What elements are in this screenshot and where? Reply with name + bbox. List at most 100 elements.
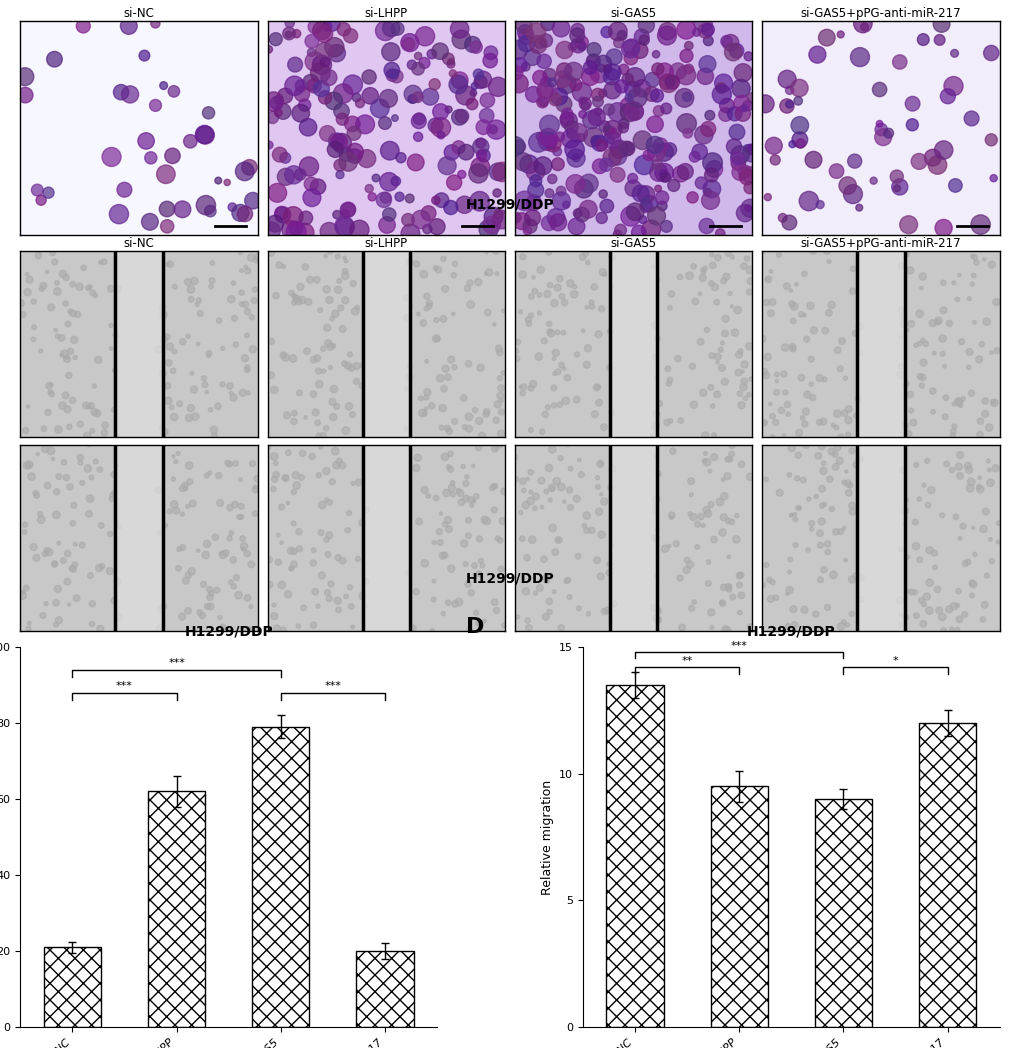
Point <box>506 210 523 226</box>
Point <box>412 390 428 407</box>
Point <box>310 597 326 614</box>
Point <box>29 549 45 566</box>
Title: si-LHPP: si-LHPP <box>365 237 408 249</box>
Point <box>594 264 610 281</box>
Point <box>742 371 758 388</box>
Point <box>276 470 292 486</box>
Point <box>93 254 109 270</box>
Point <box>827 162 844 179</box>
Point <box>810 414 826 431</box>
Point <box>440 422 457 439</box>
Text: ***: *** <box>730 641 747 651</box>
Point <box>946 418 962 435</box>
Point <box>603 460 620 477</box>
Point <box>483 480 499 497</box>
Point <box>568 77 584 93</box>
Point <box>661 300 678 316</box>
Point <box>198 547 214 564</box>
Point <box>963 587 979 604</box>
Point <box>660 538 677 554</box>
Point <box>814 462 830 479</box>
Point <box>519 222 535 239</box>
Point <box>201 347 217 364</box>
Point <box>552 20 569 37</box>
Point <box>94 558 110 574</box>
Point <box>67 536 84 552</box>
Point <box>179 274 196 290</box>
Point <box>780 406 796 422</box>
Point <box>535 52 551 69</box>
Point <box>78 428 95 444</box>
Point <box>384 67 400 84</box>
Point <box>97 417 113 434</box>
Point <box>397 289 414 306</box>
Point <box>210 467 226 484</box>
Point <box>647 406 663 422</box>
Point <box>51 468 67 485</box>
Point <box>96 254 112 270</box>
Point <box>574 106 590 123</box>
Bar <box>609 444 656 631</box>
Point <box>934 220 951 237</box>
Point <box>182 133 199 150</box>
Point <box>898 322 914 339</box>
Point <box>344 275 361 291</box>
Point <box>273 499 289 516</box>
Point <box>594 185 610 202</box>
Point <box>578 356 594 373</box>
Point <box>723 298 740 314</box>
Point <box>322 243 338 260</box>
Point <box>680 61 696 78</box>
Point <box>83 567 99 584</box>
Point <box>381 143 397 159</box>
Point <box>488 265 504 282</box>
Point <box>316 43 332 60</box>
Point <box>646 499 662 516</box>
Point <box>720 582 737 598</box>
Point <box>552 193 569 210</box>
Point <box>19 284 36 301</box>
Point <box>585 129 601 146</box>
Point <box>796 602 812 618</box>
Point <box>613 27 630 44</box>
Point <box>595 603 611 619</box>
Point <box>66 556 83 573</box>
Point <box>951 530 967 547</box>
Point <box>358 573 374 590</box>
Point <box>757 367 773 384</box>
Point <box>685 258 701 275</box>
Point <box>410 450 426 466</box>
Point <box>411 514 427 530</box>
Point <box>568 218 584 235</box>
Point <box>58 349 74 366</box>
Point <box>608 167 625 183</box>
Point <box>159 328 175 345</box>
Point <box>574 248 590 265</box>
Point <box>432 370 448 387</box>
Point <box>469 615 485 632</box>
Point <box>108 326 124 343</box>
Point <box>543 480 559 497</box>
Point <box>785 601 801 617</box>
Point <box>318 420 334 437</box>
Point <box>180 567 197 584</box>
Point <box>560 112 577 129</box>
Point <box>930 602 947 618</box>
Point <box>55 552 71 569</box>
Point <box>174 480 191 497</box>
Point <box>838 463 854 480</box>
Point <box>107 363 123 379</box>
Point <box>105 466 121 483</box>
Point <box>105 487 121 504</box>
Point <box>418 300 434 316</box>
Point <box>316 25 332 42</box>
Point <box>344 77 361 93</box>
Point <box>556 42 573 59</box>
Point <box>36 278 52 294</box>
Point <box>161 503 177 520</box>
Point <box>602 132 619 149</box>
Point <box>844 260 860 277</box>
Point <box>799 542 815 559</box>
Point <box>647 369 663 386</box>
Point <box>83 397 99 414</box>
